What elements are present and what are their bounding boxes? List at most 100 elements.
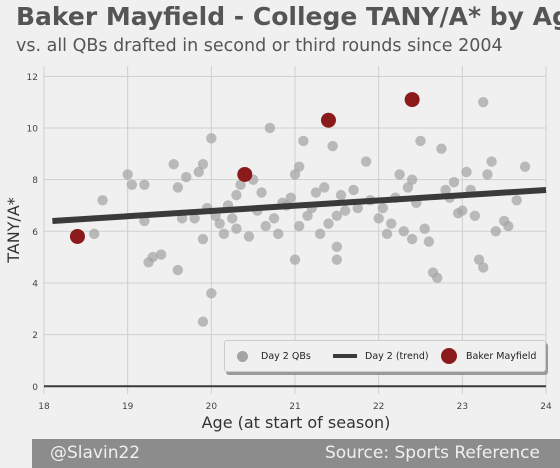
day2-qb-point	[293, 220, 305, 232]
day2-qb-point	[197, 233, 209, 245]
day2-qb-point	[448, 177, 460, 188]
day2-qb-point	[469, 210, 481, 221]
day2-qb-point	[139, 179, 150, 191]
day2-qb-point	[461, 166, 472, 178]
day2-qb-point	[377, 202, 389, 214]
day2-qb-point	[340, 205, 351, 216]
x-axis-label: Age (at start of season)	[202, 413, 391, 432]
trend-line-icon	[333, 354, 357, 358]
x-tick-label: 24	[540, 402, 552, 412]
y-tick-label: 12	[27, 73, 38, 83]
day2-qb-point	[381, 228, 393, 240]
day2-qb-point	[319, 182, 330, 193]
day2-qb-point	[519, 161, 531, 172]
day2-qb-point	[331, 210, 343, 221]
day2-qb-point	[155, 249, 167, 260]
day2-qb-point	[193, 166, 204, 178]
day2-qb-point	[398, 226, 409, 237]
day2-qb-point	[172, 182, 184, 193]
y-tick-label: 10	[27, 124, 39, 134]
day2-qb-point	[231, 223, 242, 234]
red-dot-icon	[441, 348, 457, 364]
baker-mayfield-point	[320, 112, 336, 128]
day2-qb-point	[503, 220, 514, 232]
x-tick-label: 22	[373, 402, 384, 412]
day2-qb-point	[285, 192, 297, 203]
day2-qb-point	[197, 158, 209, 170]
y-axis-label: TANY/A*	[4, 197, 23, 264]
day2-qb-point	[256, 187, 267, 198]
day2-qb-point	[189, 213, 200, 224]
footer-source: Source: Sports Reference	[324, 443, 540, 463]
day2-qb-point	[511, 195, 522, 206]
day2-qb-point	[289, 169, 301, 180]
gray-dot-icon	[237, 350, 248, 362]
day2-qb-point	[181, 171, 192, 183]
day2-qb-point	[231, 189, 242, 201]
legend-item-day2-qbs: Day 2 QBs	[237, 341, 311, 371]
day2-qb-point	[490, 226, 501, 237]
day2-qb-point	[478, 96, 489, 108]
day2-qb-point	[406, 233, 418, 245]
day2-qb-point	[168, 158, 179, 170]
legend-label-day2-qbs: Day 2 QBs	[261, 350, 311, 362]
legend-label-baker: Baker Mayfield	[466, 350, 537, 362]
day2-qb-point	[122, 169, 133, 180]
baker-points	[69, 92, 420, 244]
y-tick-label: 6	[32, 228, 38, 238]
day2-qb-point	[268, 213, 280, 224]
day2-qb-point	[360, 156, 372, 167]
x-tick-label: 21	[289, 402, 300, 412]
day2-qb-point	[273, 228, 284, 240]
day2-qb-point	[432, 272, 443, 283]
baker-mayfield-point	[237, 166, 253, 182]
day2-qb-point	[419, 223, 430, 234]
y-tick-label: 8	[32, 176, 38, 186]
day2-qb-point	[473, 254, 485, 265]
chart-subtitle: vs. all QBs drafted in second or third r…	[16, 36, 503, 56]
day2-qb-point	[415, 135, 426, 147]
day2-qb-point	[243, 231, 255, 242]
baker-mayfield-point	[404, 92, 420, 108]
day2-qb-point	[139, 215, 150, 227]
day2-qb-point	[197, 316, 209, 327]
day2-qb-point	[227, 213, 238, 224]
day2-qb-point	[423, 236, 435, 247]
day2-qb-point	[335, 189, 347, 201]
day2-qb-point	[302, 210, 313, 221]
y-tick-label: 2	[32, 331, 38, 341]
legend-item-baker: Baker Mayfield	[441, 341, 536, 371]
y-tick-label: 4	[32, 279, 38, 289]
day2-qb-point	[402, 182, 414, 193]
day2-qb-point	[482, 169, 493, 180]
x-tick-label: 19	[122, 402, 134, 412]
x-tick-label: 23	[457, 402, 468, 412]
day2-qb-point	[214, 218, 225, 229]
day2-qb-point	[331, 241, 343, 252]
day2-qb-point	[457, 205, 468, 216]
day2-qb-point	[172, 264, 184, 276]
legend-item-day2-trend: Day 2 (trend)	[333, 341, 429, 371]
x-tick-label: 20	[206, 402, 218, 412]
day2-qb-point	[298, 135, 309, 147]
legend-label-day2-trend: Day 2 (trend)	[365, 350, 429, 362]
trend-line	[52, 186, 547, 224]
day2-qb-point	[235, 179, 246, 191]
day2-qb-point	[436, 143, 447, 154]
day2-qb-point	[264, 122, 276, 134]
day2-qb-point	[486, 156, 497, 167]
day2-qb-point	[97, 195, 108, 206]
day2-qb-point	[386, 218, 397, 229]
day2-qb-point	[394, 169, 405, 180]
day2-qb-point	[373, 213, 384, 224]
day2-qb-point	[147, 251, 158, 263]
day2-qb-point	[348, 184, 359, 196]
day2-qb-point	[406, 174, 418, 185]
footer-handle: @Slavin22	[50, 443, 141, 463]
day2-qb-point	[352, 202, 363, 214]
day2-qb-point	[206, 133, 217, 144]
x-tick-labels: 18 19 20 21 22 23 24	[38, 402, 552, 412]
day2-qb-point	[126, 179, 138, 191]
day2-qb-point	[440, 184, 451, 196]
